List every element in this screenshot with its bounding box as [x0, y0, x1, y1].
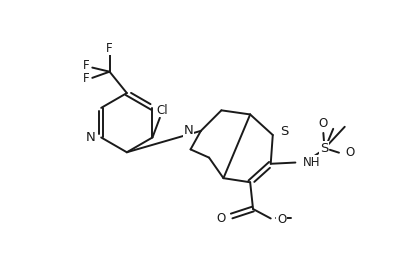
Text: F: F: [106, 42, 113, 55]
Text: O: O: [344, 146, 354, 159]
Text: Cl: Cl: [156, 104, 167, 117]
Text: N: N: [85, 131, 95, 144]
Text: NH: NH: [302, 156, 320, 169]
Text: S: S: [319, 142, 328, 155]
Text: O: O: [276, 213, 285, 226]
Text: F: F: [83, 72, 89, 85]
Text: N: N: [183, 124, 193, 137]
Text: O: O: [318, 117, 327, 130]
Text: O: O: [216, 211, 225, 225]
Text: S: S: [280, 125, 288, 138]
Text: F: F: [83, 59, 89, 72]
